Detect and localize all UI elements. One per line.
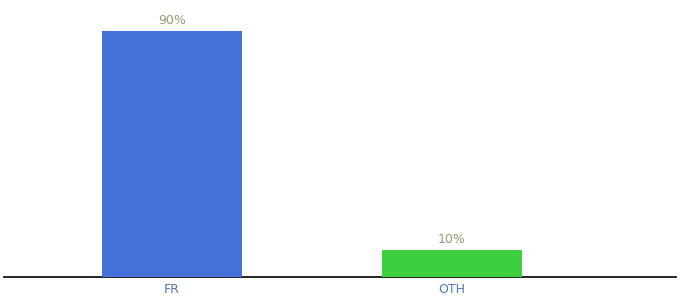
Bar bbox=[102, 32, 242, 277]
Text: 10%: 10% bbox=[438, 233, 466, 246]
Text: 90%: 90% bbox=[158, 14, 186, 27]
Bar bbox=[382, 250, 522, 277]
